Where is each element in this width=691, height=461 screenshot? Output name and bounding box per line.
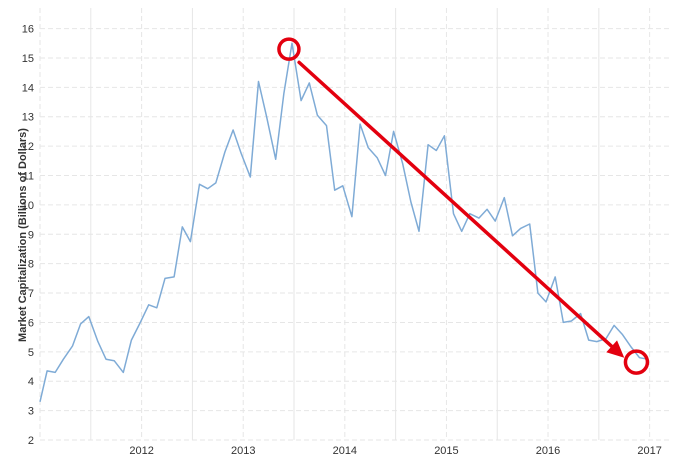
y-tick-label: 12 (22, 141, 34, 153)
end-highlight-circle (623, 349, 650, 375)
annotation-group (277, 37, 650, 375)
y-tick-label: 16 (22, 24, 34, 36)
x-tick-label: 2012 (129, 445, 153, 457)
y-tick-label: 15 (22, 53, 34, 65)
y-tick-label: 14 (22, 82, 34, 94)
y-tick-label: 4 (28, 376, 34, 388)
downtrend-arrow-head (606, 340, 625, 358)
y-tick-label: 9 (28, 229, 34, 241)
y-tick-label: 6 (28, 317, 34, 329)
x-tick-label: 2017 (637, 445, 661, 457)
start-highlight-circle (277, 37, 301, 61)
y-tick-label: 13 (22, 112, 34, 124)
x-tick-label: 2013 (231, 445, 255, 457)
y-axis-label: Market Capitalization (Billions of Dolla… (17, 128, 29, 342)
y-axis-ticks: 2 3 4 5 6 7 8 9 10 11 12 13 14 15 16 (22, 24, 34, 447)
x-tick-label: 2014 (333, 445, 357, 457)
series-group (39, 42, 648, 402)
series-line (39, 42, 648, 402)
y-tick-label: 7 (28, 288, 34, 300)
y-tick-label: 10 (22, 200, 34, 212)
downtrend-arrow-line (297, 60, 614, 349)
x-tick-label: 2016 (536, 445, 560, 457)
y-tick-label: 11 (23, 171, 34, 183)
y-tick-label: 5 (28, 347, 34, 359)
y-tick-label: 3 (28, 406, 34, 418)
x-tick-label: 2015 (434, 445, 458, 457)
x-axis-ticks: 2012 2013 2014 2015 2016 2017 (129, 445, 662, 457)
y-tick-label: 2 (28, 435, 34, 447)
chart-grid (39, 8, 672, 441)
y-tick-label: 8 (28, 259, 34, 271)
